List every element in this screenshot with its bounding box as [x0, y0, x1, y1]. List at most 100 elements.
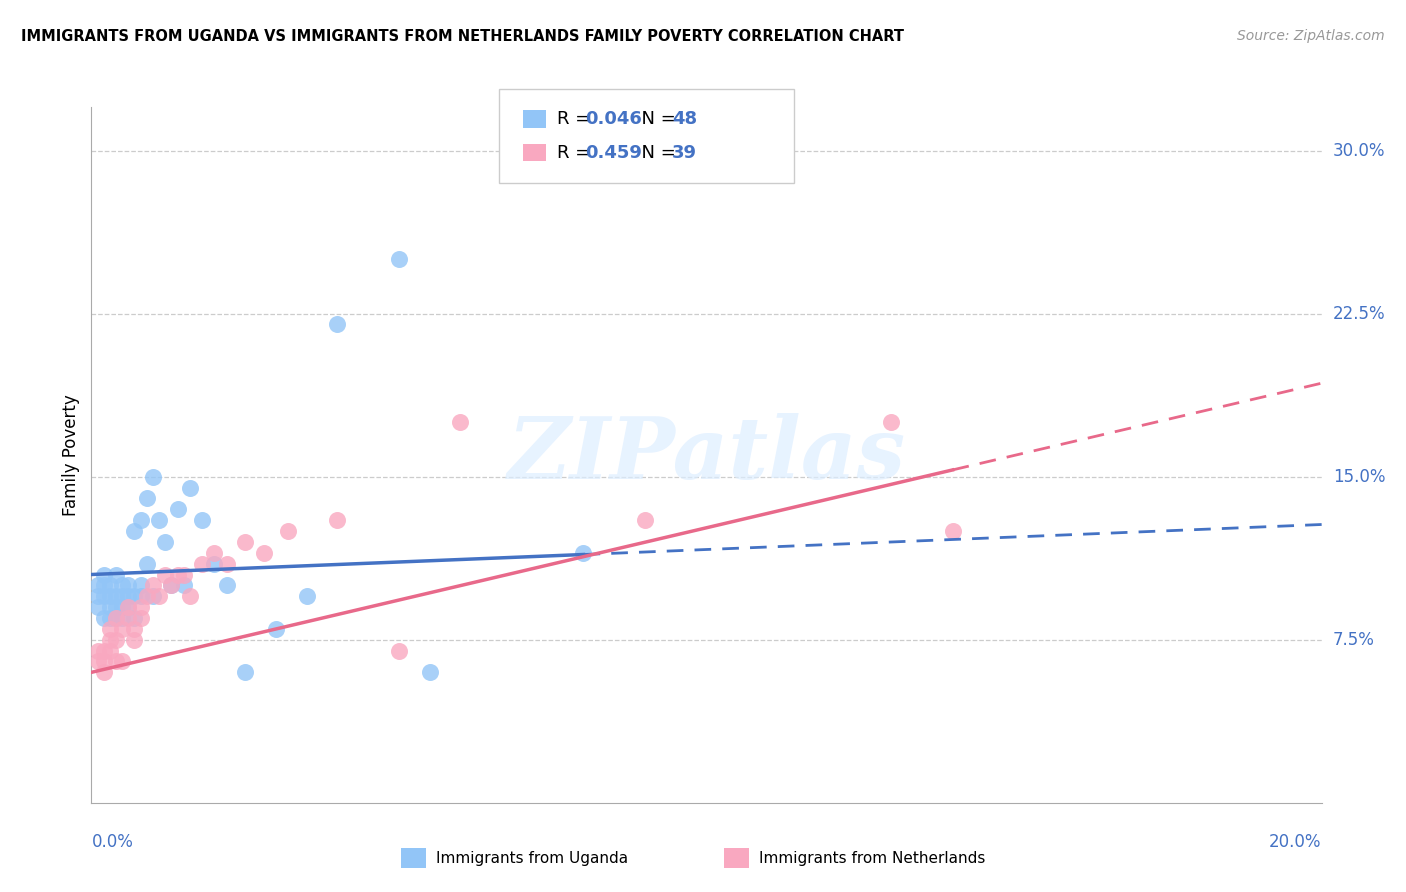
Point: [295, 589, 318, 603]
Point: [93, 578, 115, 592]
Point: [129, 611, 152, 625]
Point: [153, 567, 177, 582]
Point: [202, 557, 225, 571]
Point: [105, 632, 127, 647]
Point: [117, 600, 139, 615]
Text: 22.5%: 22.5%: [1333, 304, 1385, 323]
Point: [86, 589, 108, 603]
Point: [148, 513, 170, 527]
Point: [86, 643, 108, 657]
Point: [105, 655, 127, 669]
Text: N =: N =: [630, 110, 682, 128]
Point: [191, 513, 214, 527]
Point: [277, 524, 299, 538]
Point: [117, 611, 139, 625]
Point: [326, 318, 349, 332]
Point: [111, 589, 134, 603]
Point: [148, 589, 170, 603]
Text: 30.0%: 30.0%: [1333, 142, 1385, 160]
Point: [111, 578, 134, 592]
Point: [179, 481, 201, 495]
Point: [86, 655, 108, 669]
Point: [93, 611, 115, 625]
Point: [215, 557, 238, 571]
Text: 0.046: 0.046: [585, 110, 641, 128]
Point: [142, 589, 165, 603]
Point: [142, 578, 165, 592]
Point: [111, 622, 134, 636]
Point: [135, 557, 157, 571]
Point: [111, 600, 134, 615]
Point: [105, 611, 127, 625]
Point: [105, 600, 127, 615]
Point: [124, 622, 146, 636]
Point: [111, 655, 134, 669]
Text: 7.5%: 7.5%: [1333, 631, 1375, 648]
Point: [98, 600, 121, 615]
Point: [166, 567, 188, 582]
Text: 15.0%: 15.0%: [1333, 467, 1385, 485]
Point: [135, 491, 157, 506]
Point: [449, 415, 471, 429]
Point: [124, 611, 146, 625]
Point: [93, 655, 115, 669]
Point: [129, 600, 152, 615]
Point: [942, 524, 965, 538]
Point: [153, 535, 177, 549]
Point: [135, 589, 157, 603]
Point: [93, 643, 115, 657]
Point: [98, 632, 121, 647]
Point: [388, 252, 411, 267]
Point: [105, 611, 127, 625]
Point: [634, 513, 657, 527]
Text: 0.0%: 0.0%: [91, 833, 134, 851]
Point: [142, 469, 165, 483]
Point: [86, 600, 108, 615]
Point: [129, 589, 152, 603]
Point: [111, 611, 134, 625]
Point: [117, 600, 139, 615]
Point: [233, 535, 256, 549]
Point: [124, 632, 146, 647]
Text: Immigrants from Uganda: Immigrants from Uganda: [436, 851, 628, 865]
Point: [173, 578, 195, 592]
Point: [166, 502, 188, 516]
Point: [93, 665, 115, 680]
Point: [326, 513, 349, 527]
Point: [124, 589, 146, 603]
Y-axis label: Family Poverty: Family Poverty: [62, 394, 80, 516]
Text: Source: ZipAtlas.com: Source: ZipAtlas.com: [1237, 29, 1385, 43]
Point: [233, 665, 256, 680]
Point: [86, 578, 108, 592]
Point: [253, 546, 276, 560]
Point: [129, 578, 152, 592]
Point: [264, 622, 287, 636]
Point: [129, 513, 152, 527]
Point: [880, 415, 903, 429]
Point: [93, 567, 115, 582]
Point: [93, 589, 115, 603]
Point: [215, 578, 238, 592]
Point: [160, 578, 183, 592]
Point: [98, 643, 121, 657]
Point: [105, 589, 127, 603]
Text: IMMIGRANTS FROM UGANDA VS IMMIGRANTS FROM NETHERLANDS FAMILY POVERTY CORRELATION: IMMIGRANTS FROM UGANDA VS IMMIGRANTS FRO…: [21, 29, 904, 44]
Text: R =: R =: [557, 110, 596, 128]
Point: [98, 611, 121, 625]
Point: [117, 578, 139, 592]
Point: [572, 546, 595, 560]
Text: Immigrants from Netherlands: Immigrants from Netherlands: [759, 851, 986, 865]
Point: [202, 546, 225, 560]
Point: [160, 578, 183, 592]
Point: [191, 557, 214, 571]
Point: [98, 589, 121, 603]
Point: [98, 622, 121, 636]
Text: N =: N =: [630, 144, 682, 161]
Point: [124, 524, 146, 538]
Point: [173, 567, 195, 582]
Text: 20.0%: 20.0%: [1270, 833, 1322, 851]
Point: [117, 589, 139, 603]
Text: R =: R =: [557, 144, 596, 161]
Point: [179, 589, 201, 603]
Point: [98, 578, 121, 592]
